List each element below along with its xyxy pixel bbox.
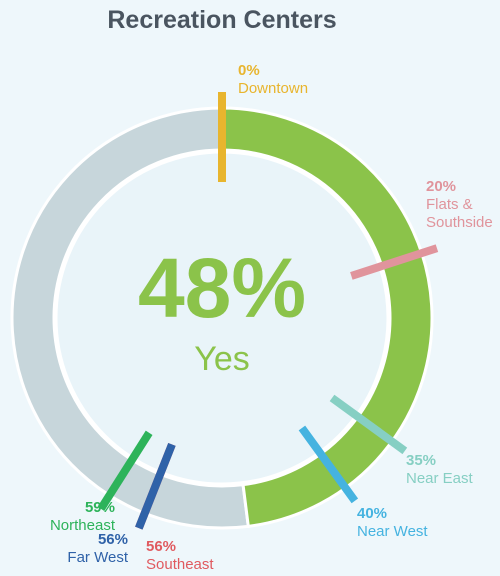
marker-label: 40% Near West xyxy=(357,505,428,541)
marker-name: Downtown xyxy=(238,80,309,97)
marker-value: 20% xyxy=(426,178,457,195)
marker-value: 40% xyxy=(357,505,388,522)
marker-label: 35% Near East xyxy=(406,452,473,488)
marker xyxy=(298,425,359,504)
marker xyxy=(350,244,439,280)
chart-title: Recreation Centers xyxy=(107,6,337,34)
arc-value xyxy=(220,106,434,529)
marker-value: 56% xyxy=(97,531,128,548)
marker-name: Near East xyxy=(406,470,473,487)
marker xyxy=(329,394,408,455)
marker xyxy=(97,430,153,511)
marker-label: 56% Far West xyxy=(67,531,128,567)
marker-name: Far West xyxy=(67,549,128,566)
marker-value: 35% xyxy=(406,452,437,469)
marker-value: 0% xyxy=(238,62,260,79)
marker-name: Northeast xyxy=(49,517,115,534)
marker-label: 56% Southeast xyxy=(146,538,214,574)
marker-name: Southeast xyxy=(146,556,214,573)
marker-label: 0% Downtown xyxy=(238,62,308,98)
marker-value: 56% xyxy=(146,538,177,555)
center-label: Yes xyxy=(194,340,249,378)
marker-label: 59% Northeast xyxy=(50,499,115,535)
marker xyxy=(135,442,176,530)
marker-value: 59% xyxy=(84,499,115,516)
marker-name: Near West xyxy=(357,523,428,540)
arc-rest xyxy=(10,106,250,530)
marker-label: 20% Flats & Southside xyxy=(426,178,500,232)
center-value: 48% xyxy=(138,241,306,335)
marker-name: Flats & Southside xyxy=(426,196,493,231)
